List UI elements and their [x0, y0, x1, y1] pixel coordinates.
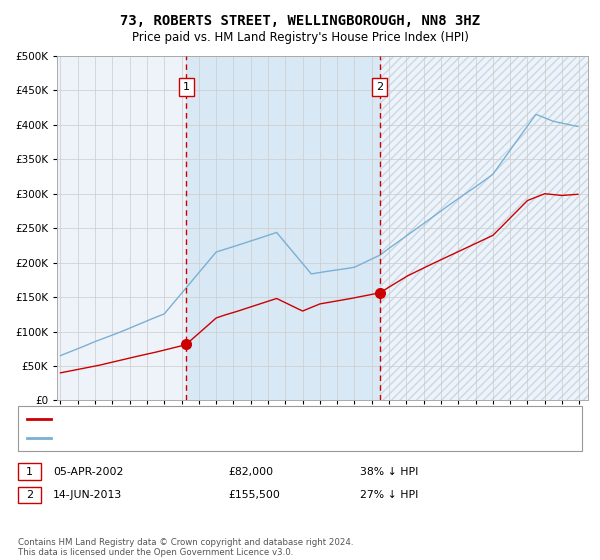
Text: £82,000: £82,000	[228, 466, 273, 477]
Text: 05-APR-2002: 05-APR-2002	[53, 466, 123, 477]
Text: 2: 2	[26, 490, 33, 500]
Text: 1: 1	[183, 82, 190, 92]
Text: 14-JUN-2013: 14-JUN-2013	[53, 490, 122, 500]
Text: Contains HM Land Registry data © Crown copyright and database right 2024.
This d: Contains HM Land Registry data © Crown c…	[18, 538, 353, 557]
Text: 38% ↓ HPI: 38% ↓ HPI	[360, 466, 418, 477]
Text: £155,500: £155,500	[228, 490, 280, 500]
Bar	[380, 56, 588, 400]
Text: 2: 2	[376, 82, 383, 92]
Text: 1: 1	[26, 466, 33, 477]
Text: HPI: Average price, detached house, North Northamptonshire: HPI: Average price, detached house, Nort…	[57, 433, 377, 444]
Text: 73, ROBERTS STREET, WELLINGBOROUGH, NN8 3HZ: 73, ROBERTS STREET, WELLINGBOROUGH, NN8 …	[120, 14, 480, 28]
Bar	[380, 56, 588, 400]
Text: 73, ROBERTS STREET, WELLINGBOROUGH, NN8 3HZ (detached house): 73, ROBERTS STREET, WELLINGBOROUGH, NN8 …	[57, 413, 424, 423]
Text: 27% ↓ HPI: 27% ↓ HPI	[360, 490, 418, 500]
Text: Price paid vs. HM Land Registry's House Price Index (HPI): Price paid vs. HM Land Registry's House …	[131, 31, 469, 44]
Bar	[186, 56, 380, 400]
